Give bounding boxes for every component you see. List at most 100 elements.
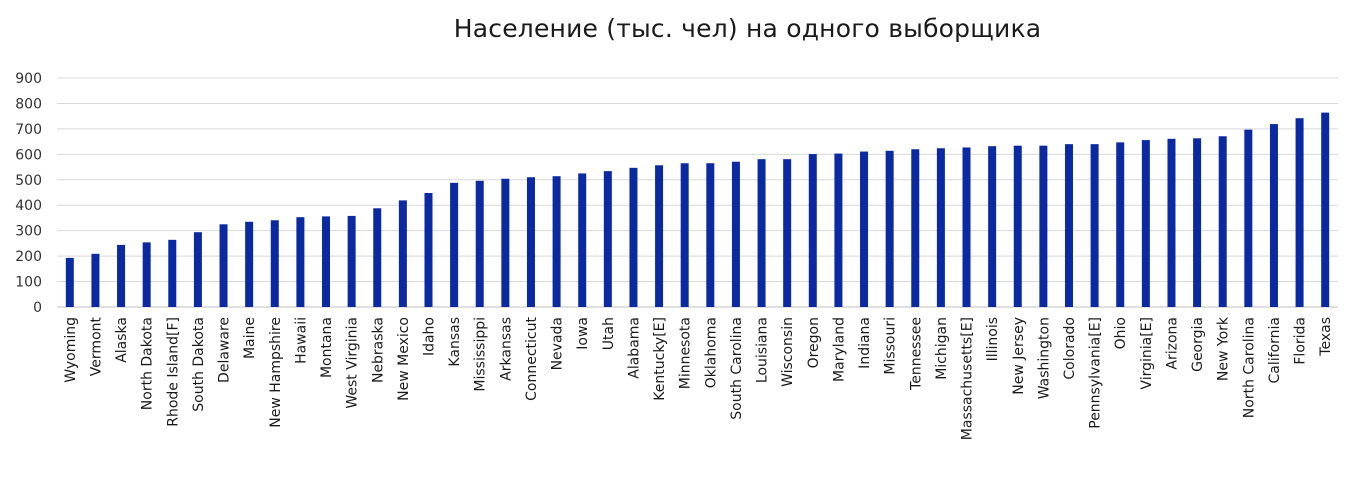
bar bbox=[603, 171, 612, 307]
x-category-label: Tennessee bbox=[908, 317, 924, 391]
bar bbox=[91, 253, 100, 307]
bar bbox=[1218, 136, 1227, 307]
x-category-label: Rhode Island[F] bbox=[165, 317, 181, 427]
x-category-label: Nebraska bbox=[370, 317, 386, 383]
bar bbox=[1064, 144, 1073, 307]
x-category-label: California bbox=[1267, 317, 1283, 383]
bar bbox=[1295, 118, 1304, 307]
x-category-label: Georgia bbox=[1190, 317, 1206, 372]
x-category-label: Virginia[E] bbox=[1139, 317, 1155, 390]
bar bbox=[808, 154, 817, 307]
x-category-label: New Mexico bbox=[396, 317, 412, 401]
x-category-label: Idaho bbox=[421, 317, 437, 356]
bar bbox=[65, 257, 74, 307]
bar bbox=[988, 146, 997, 307]
x-category-label: Alabama bbox=[626, 317, 642, 379]
y-tick-label: 100 bbox=[15, 275, 42, 291]
x-category-label: Oregon bbox=[806, 317, 822, 368]
bar bbox=[501, 178, 510, 307]
x-category-label: Mississippi bbox=[473, 317, 489, 392]
bar bbox=[1167, 138, 1176, 307]
bar bbox=[450, 182, 459, 307]
bar bbox=[757, 159, 766, 307]
bar bbox=[245, 221, 254, 307]
bar bbox=[1269, 124, 1278, 307]
x-category-label: Arizona bbox=[1164, 317, 1180, 370]
bar bbox=[860, 151, 869, 307]
x-category-label: Wisconsin bbox=[780, 317, 796, 387]
chart-title: Население (тыс. чел) на одного выборщика bbox=[453, 14, 1042, 43]
x-category-label: Maryland bbox=[831, 317, 847, 382]
x-category-label: Iowa bbox=[575, 317, 591, 350]
y-tick-label: 500 bbox=[15, 173, 42, 189]
bar bbox=[680, 163, 689, 307]
x-category-label: Kansas bbox=[447, 317, 463, 367]
x-category-label: Oklahoma bbox=[703, 317, 719, 388]
x-category-label: Ohio bbox=[1113, 317, 1129, 349]
bar bbox=[1193, 138, 1202, 307]
bar bbox=[1039, 145, 1048, 307]
bar bbox=[347, 215, 356, 307]
y-tick-label: 600 bbox=[15, 147, 42, 163]
bar bbox=[1141, 140, 1150, 307]
x-category-label: Missouri bbox=[883, 317, 899, 375]
x-category-label: Louisiana bbox=[755, 317, 771, 383]
x-category-label: Nevada bbox=[550, 317, 566, 370]
x-category-label: New Jersey bbox=[1011, 317, 1027, 395]
x-category-label: Vermont bbox=[88, 316, 104, 376]
y-tick-label: 700 bbox=[15, 122, 42, 138]
bar bbox=[296, 217, 305, 307]
x-category-label: Illinois bbox=[985, 317, 1001, 361]
y-tick-label: 800 bbox=[15, 96, 42, 112]
x-category-label: Indiana bbox=[857, 317, 873, 369]
x-category-label: Kentucky[E] bbox=[652, 317, 668, 401]
bar bbox=[168, 239, 177, 307]
bar bbox=[783, 159, 792, 307]
bar bbox=[1116, 142, 1125, 307]
x-category-label: South Dakota bbox=[191, 317, 207, 412]
x-category-label: New Hampshire bbox=[268, 317, 284, 428]
x-category-label: Michigan bbox=[934, 317, 950, 380]
bar bbox=[373, 208, 382, 307]
bar bbox=[526, 177, 535, 307]
bars bbox=[65, 112, 1330, 307]
bar bbox=[1244, 129, 1253, 307]
bar bbox=[911, 149, 920, 307]
x-category-label: Minnesota bbox=[678, 317, 694, 389]
x-category-label: New York bbox=[1216, 316, 1232, 381]
x-category-label: Alaska bbox=[114, 317, 130, 363]
x-category-label: Delaware bbox=[217, 317, 233, 383]
bar bbox=[655, 165, 664, 307]
x-category-label: South Carolina bbox=[729, 317, 745, 420]
x-category-label: Hawaii bbox=[293, 317, 309, 364]
bar bbox=[834, 153, 843, 307]
y-tick-label: 900 bbox=[15, 71, 42, 87]
bar bbox=[885, 150, 894, 307]
x-category-label: Massachusetts[E] bbox=[960, 317, 976, 440]
bar bbox=[398, 200, 407, 307]
y-tick-label: 400 bbox=[15, 198, 42, 214]
x-category-label: Florida bbox=[1293, 317, 1309, 365]
x-category-label: Maine bbox=[242, 317, 258, 359]
y-axis-tick-labels: 0 100 200 300 400 500 600 700 800 900 bbox=[15, 71, 42, 316]
x-category-label: Texas bbox=[1318, 317, 1334, 357]
bar bbox=[219, 224, 228, 307]
x-category-label: North Carolina bbox=[1241, 317, 1257, 418]
bar bbox=[142, 242, 151, 307]
x-category-label: Colorado bbox=[1062, 317, 1078, 380]
x-axis-category-labels: Wyoming Vermont Alaska North Dakota Rhode Is… bbox=[63, 316, 1334, 440]
bar bbox=[270, 220, 279, 307]
bar bbox=[475, 180, 484, 307]
bar bbox=[322, 216, 331, 307]
y-tick-label: 300 bbox=[15, 224, 42, 240]
bar bbox=[629, 167, 638, 307]
x-category-label: West Virginia bbox=[345, 317, 361, 409]
x-category-label: Washington bbox=[1036, 317, 1052, 399]
bar bbox=[731, 161, 740, 307]
bar bbox=[424, 193, 433, 307]
bar bbox=[193, 232, 202, 307]
y-tick-label: 0 bbox=[33, 300, 42, 316]
x-category-label: Pennsylvania[E] bbox=[1088, 317, 1104, 429]
bar bbox=[706, 163, 715, 307]
